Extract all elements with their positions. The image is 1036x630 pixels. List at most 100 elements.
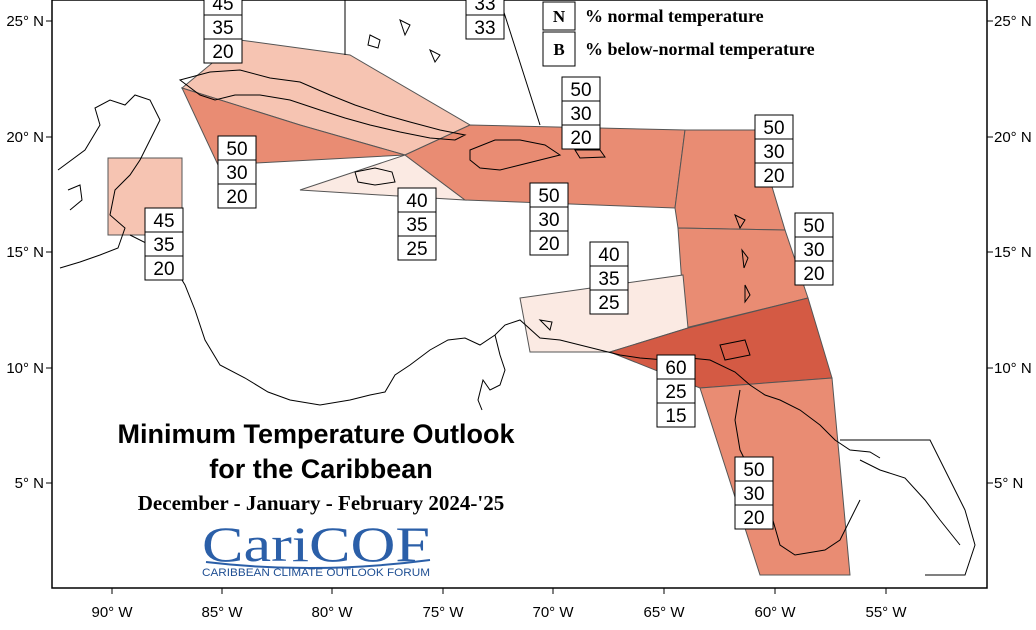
value-label: 25: [598, 293, 619, 314]
value-cell: [656, 378, 696, 404]
value-label: 45: [212, 0, 233, 15]
value-label: 25: [665, 382, 686, 403]
value-label: 40: [406, 191, 427, 212]
value-label: 30: [763, 142, 784, 163]
box-leeward-islands: 50 30 20: [754, 114, 794, 188]
value-label: 30: [538, 210, 559, 231]
value-cell: [561, 124, 601, 150]
value-cell: [217, 159, 257, 185]
value-cell: [794, 236, 834, 262]
value-label: 20: [763, 166, 784, 187]
value-label: 30: [570, 104, 591, 125]
legend-key-b-box: [542, 31, 576, 67]
value-label: 33: [474, 18, 495, 39]
value-cell: [589, 289, 629, 315]
value-cell: [656, 354, 696, 380]
value-cell: [144, 255, 184, 281]
logo-swoosh: [205, 559, 431, 570]
caricof-logo: CariCOF CARIBBEAN CLIMATE OUTLOOK FORUM: [202, 516, 431, 579]
value-cell: [203, 38, 243, 64]
box-abc-islands: 40 35 25: [589, 241, 629, 315]
value-cell: [754, 114, 794, 140]
coastlines: [57, 0, 976, 576]
value-label: 40: [598, 245, 619, 266]
value-label: 30: [226, 163, 247, 184]
value-label: 15: [665, 406, 686, 427]
value-label: 50: [743, 460, 764, 481]
y-axis: 25° N 25° N 20° N 20° N 15° N 15° N 10° N 10° N…: [6, 13, 1031, 492]
box-jamaica: 40 35 25: [397, 187, 437, 261]
value-cell: [529, 182, 569, 208]
value-cell: [561, 76, 601, 102]
value-cell: [794, 212, 834, 238]
x-tick-label: 85° W: [201, 604, 243, 621]
y-tick-label-left: 20° N: [6, 129, 44, 146]
y-tick-label-right: 25° N: [994, 13, 1032, 30]
value-cell: [754, 162, 794, 188]
value-label: 30: [803, 240, 824, 261]
value-label: 60: [665, 358, 686, 379]
value-cell: [217, 135, 257, 161]
map-title-line2: for the Caribbean: [209, 454, 433, 484]
x-tick-label: 90° W: [91, 604, 133, 621]
value-label: 20: [538, 234, 559, 255]
y-tick-label-left: 5° N: [15, 475, 44, 492]
box-belize: 45 35 20: [144, 207, 184, 281]
value-label: 33: [474, 0, 495, 15]
y-tick-label-right: 20° N: [994, 129, 1032, 146]
value-label: 50: [570, 80, 591, 101]
value-label: 20: [570, 128, 591, 149]
value-cell: [734, 480, 774, 506]
x-axis: 90° W 85° W 80° W 75° W 70° W 65° W 60° W 55° W: [91, 588, 907, 621]
value-cell: [397, 211, 437, 237]
box-hispaniola-north: 50 30 20: [561, 76, 601, 150]
value-cell: [203, 14, 243, 40]
value-cell: [794, 260, 834, 286]
value-cell: [754, 138, 794, 164]
value-cell: [465, 14, 505, 40]
y-tick-label-left: 15° N: [6, 244, 44, 261]
logo-caption: CARIBBEAN CLIMATE OUTLOOK FORUM: [202, 567, 430, 579]
x-tick-label: 60° W: [754, 604, 796, 621]
logo-wordmark: CariCOF: [202, 516, 430, 572]
value-label: 20: [153, 259, 174, 280]
box-hispaniola-south: 50 30 20: [529, 182, 569, 256]
probability-boxes: 4535203333503020453520403525503020503020…: [144, 0, 834, 530]
value-cell: [589, 241, 629, 267]
y-tick-label-left: 25° N: [6, 13, 44, 30]
value-cell: [217, 183, 257, 209]
value-cell: [561, 100, 601, 126]
value-cell: [397, 187, 437, 213]
x-tick-label: 80° W: [311, 604, 353, 621]
y-tick-label-left: 10° N: [6, 360, 44, 377]
value-label: 35: [598, 269, 619, 290]
value-label: 50: [803, 216, 824, 237]
box-windward-islands: 50 30 20: [794, 212, 834, 286]
value-cell: [734, 504, 774, 530]
value-label: 35: [406, 215, 427, 236]
value-label: 50: [226, 139, 247, 160]
legend-label-n: % normal temperature: [585, 6, 764, 26]
period-subtitle: December - January - February 2024-'25: [138, 491, 504, 515]
value-label: 20: [803, 264, 824, 285]
map-title: Minimum Temperature Outlook: [117, 419, 515, 449]
value-label: 20: [743, 508, 764, 529]
value-label: 20: [212, 42, 233, 63]
value-cell: [144, 231, 184, 257]
box-bahamas: 45 35 20: [203, 0, 243, 64]
value-label: 25: [406, 239, 427, 260]
value-cell: [589, 265, 629, 291]
value-label: 50: [763, 118, 784, 139]
value-label: 35: [153, 235, 174, 256]
box-guianas: 50 30 20: [734, 456, 774, 530]
value-cell: [656, 402, 696, 428]
legend-key-b: B: [553, 40, 564, 59]
value-label: 45: [153, 211, 174, 232]
value-label: 35: [212, 18, 233, 39]
value-cell: [529, 230, 569, 256]
value-label: 20: [226, 187, 247, 208]
x-tick-label: 75° W: [422, 604, 464, 621]
box-trinidad: 60 25 15: [656, 354, 696, 428]
